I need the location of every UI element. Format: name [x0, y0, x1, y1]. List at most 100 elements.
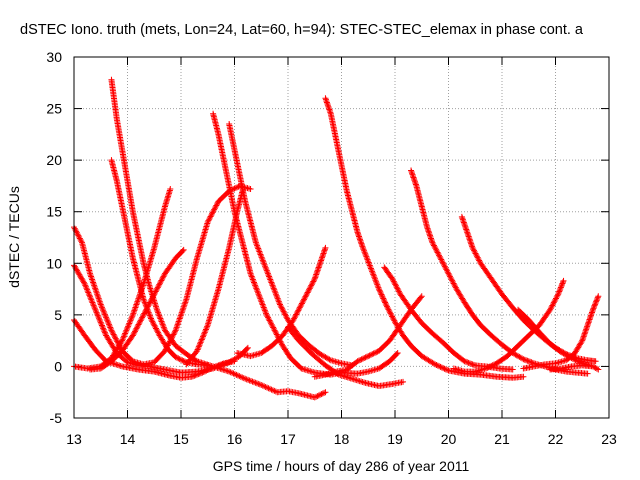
data-point — [394, 350, 401, 357]
data-point — [87, 295, 94, 302]
data-points — [71, 76, 602, 401]
y-tick-label: 30 — [46, 49, 62, 65]
data-point — [435, 250, 442, 257]
data-point — [128, 316, 135, 323]
data-point — [150, 319, 157, 326]
data-point — [593, 298, 600, 305]
data-point — [260, 303, 267, 310]
data-point — [359, 244, 366, 251]
data-point — [293, 310, 300, 317]
data-point — [361, 249, 368, 256]
data-point — [269, 387, 276, 394]
data-point — [195, 371, 202, 378]
data-point — [234, 184, 241, 191]
data-point — [178, 356, 184, 363]
data-point — [252, 282, 259, 289]
data-point — [105, 320, 112, 327]
data-point — [462, 358, 469, 365]
data-point — [301, 295, 308, 302]
data-point — [120, 333, 127, 340]
data-point — [295, 307, 302, 314]
data-point — [439, 259, 446, 266]
data-point — [273, 331, 280, 338]
data-point — [146, 311, 153, 318]
data-point — [432, 245, 439, 252]
data-point — [382, 299, 389, 306]
data-point — [86, 292, 93, 299]
data-point — [461, 358, 468, 365]
data-point — [140, 311, 147, 318]
data-point — [393, 351, 400, 358]
data-point — [126, 319, 133, 326]
data-point — [592, 358, 599, 365]
data-point — [392, 282, 399, 289]
data-point — [267, 318, 274, 325]
data-point — [305, 288, 312, 295]
x-axis-tick-labels: 13 14 15 16 17 18 19 20 21 22 23 — [66, 431, 617, 447]
y-tick-label: 10 — [46, 255, 62, 271]
data-point — [292, 312, 299, 319]
data-point — [92, 286, 99, 293]
data-point — [317, 391, 324, 398]
data-point — [474, 254, 481, 261]
satellite-arc — [108, 157, 211, 369]
data-point — [88, 298, 95, 305]
data-point — [203, 325, 210, 332]
data-point — [433, 246, 440, 253]
data-point — [219, 360, 226, 367]
data-point — [106, 321, 113, 328]
data-point — [274, 295, 281, 302]
data-point — [379, 292, 386, 299]
data-point — [199, 369, 206, 376]
data-point — [113, 336, 120, 343]
data-point — [437, 363, 444, 370]
data-point — [201, 330, 208, 337]
data-point — [84, 288, 91, 295]
data-point — [203, 367, 210, 374]
data-point — [299, 299, 306, 306]
data-point — [131, 328, 138, 335]
data-point — [322, 389, 329, 396]
data-point — [249, 275, 256, 282]
data-point — [173, 324, 180, 331]
data-point — [571, 356, 578, 363]
data-point — [272, 291, 279, 298]
data-point — [446, 273, 453, 280]
data-point — [550, 301, 557, 308]
data-point — [373, 280, 380, 287]
data-point — [91, 283, 98, 290]
data-point — [259, 301, 266, 308]
data-point — [492, 360, 499, 367]
data-point — [97, 318, 104, 325]
data-point — [266, 273, 273, 280]
data-point — [181, 302, 188, 309]
data-point — [251, 280, 258, 287]
data-point — [200, 332, 207, 339]
data-point — [555, 289, 562, 296]
data-point — [302, 293, 309, 300]
data-point — [363, 353, 370, 360]
data-point — [578, 338, 585, 345]
data-point — [94, 292, 101, 299]
data-point — [395, 288, 402, 295]
data-point — [78, 238, 85, 245]
data-point — [142, 300, 149, 307]
data-point — [101, 311, 108, 318]
data-point — [156, 312, 163, 319]
data-point — [593, 365, 600, 372]
x-tick-label: 16 — [227, 431, 243, 447]
data-point — [178, 309, 185, 316]
y-tick-label: 25 — [46, 101, 62, 117]
x-tick-label: 17 — [280, 431, 296, 447]
data-point — [198, 370, 205, 377]
y-tick-label: 0 — [54, 358, 62, 374]
data-point — [440, 260, 447, 267]
data-point — [204, 323, 211, 330]
data-point — [359, 355, 366, 362]
data-point — [390, 278, 397, 285]
data-point — [230, 370, 237, 377]
data-point — [559, 280, 566, 287]
data-point — [430, 242, 437, 249]
data-point — [430, 360, 437, 367]
data-point — [141, 310, 148, 317]
